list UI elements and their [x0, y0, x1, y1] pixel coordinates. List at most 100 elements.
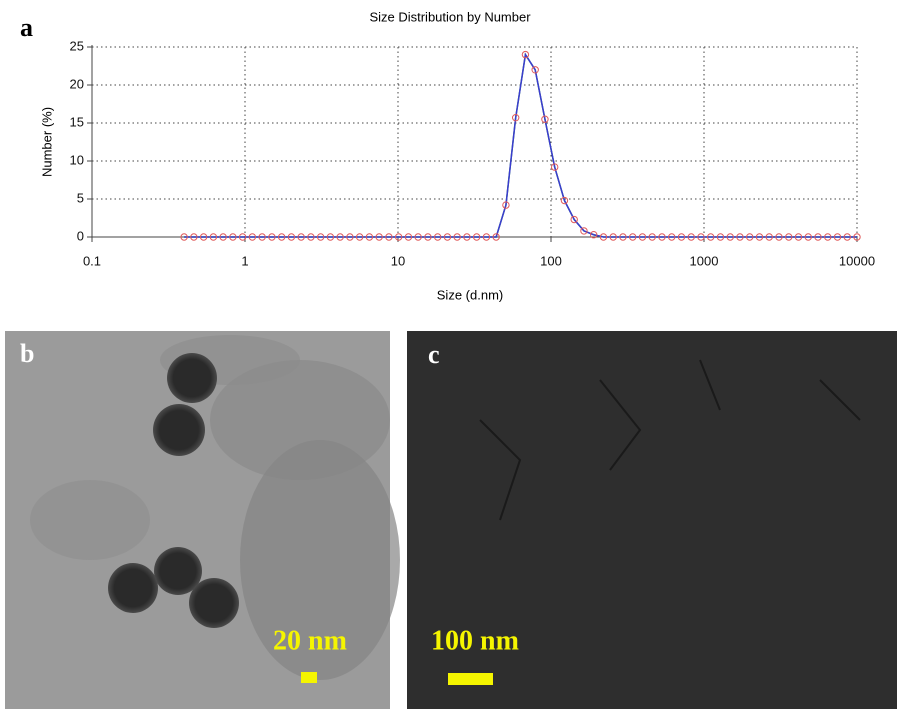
- data-point: [238, 233, 247, 241]
- data-point: [297, 233, 305, 241]
- data-point: [580, 227, 588, 235]
- chart-title: Size Distribution by Number: [369, 9, 531, 24]
- data-point: [550, 163, 559, 171]
- data-point: [511, 113, 520, 122]
- particle: [153, 404, 205, 456]
- data-point: [453, 233, 461, 241]
- data-point: [765, 233, 773, 241]
- data-point: [209, 233, 218, 241]
- particle: [167, 353, 217, 403]
- data-point: [804, 233, 812, 241]
- y-axis-label: Number (%): [39, 107, 54, 177]
- data-point: [180, 233, 188, 241]
- data-point: [199, 233, 208, 241]
- x-tick-label: 1000: [690, 253, 719, 268]
- data-point: [746, 233, 754, 241]
- data-point: [824, 233, 832, 241]
- x-tick-label: 100: [540, 253, 562, 268]
- data-point: [775, 233, 783, 241]
- panel-label: a: [20, 13, 33, 42]
- data-point: [502, 201, 510, 209]
- panel-b: b 20 nm: [5, 331, 400, 709]
- data-point: [492, 233, 500, 241]
- data-point: [190, 233, 198, 241]
- data-point: [443, 233, 452, 241]
- y-tick-label: 20: [70, 76, 84, 91]
- x-tick-label: 1: [241, 253, 248, 268]
- data-point: [248, 233, 257, 241]
- y-tick-label: 25: [70, 38, 84, 53]
- panel-c: c 100 nm: [407, 331, 897, 709]
- data-point: [794, 233, 803, 241]
- y-tick-label: 10: [70, 152, 84, 167]
- data-point: [833, 233, 842, 241]
- data-point: [365, 233, 374, 241]
- crack: [479, 359, 861, 521]
- scale-bar-label: 20 nm: [273, 625, 347, 656]
- data-point: [219, 233, 227, 241]
- data-point: [433, 233, 442, 241]
- data-point: [570, 215, 578, 224]
- panel-label: c: [428, 340, 440, 369]
- data-point: [716, 233, 725, 241]
- data-point: [677, 233, 686, 241]
- data-point: [424, 233, 432, 241]
- data-point: [755, 233, 764, 241]
- blob: [30, 480, 150, 560]
- particle: [154, 547, 202, 595]
- data-point: [268, 233, 276, 241]
- data-point: [346, 233, 354, 241]
- data-point: [629, 233, 637, 241]
- scale-bar-label: 100 nm: [431, 625, 519, 656]
- data-point: [287, 233, 296, 241]
- x-tick-label: 10000: [839, 253, 875, 268]
- data-point: [541, 115, 549, 123]
- data-point: [531, 66, 539, 74]
- data-point: [814, 233, 822, 241]
- data-point: [385, 233, 393, 241]
- series-line: [184, 52, 857, 238]
- particle: [108, 563, 158, 613]
- data-point: [463, 233, 471, 241]
- data-point: [258, 233, 266, 241]
- y-tick-label: 5: [77, 190, 84, 205]
- panel-a-bg: [0, 0, 901, 310]
- data-point: [843, 233, 851, 241]
- data-point: [307, 233, 315, 241]
- x-axis-label: Size (d.nm): [437, 287, 503, 302]
- y-tick-label: 0: [77, 228, 84, 243]
- particle: [189, 578, 239, 628]
- scale-bar: [448, 673, 493, 685]
- data-point: [648, 233, 656, 241]
- data-point: [785, 233, 793, 241]
- data-point: [589, 231, 598, 239]
- data-point: [375, 233, 383, 241]
- data-point: [726, 233, 734, 241]
- sem-image: [407, 331, 897, 709]
- scale-bar: [301, 672, 317, 683]
- data-point: [638, 233, 647, 241]
- data-point: [326, 233, 335, 241]
- data-point: [697, 233, 705, 241]
- plot: 0 5 10 15 20 25 0.1 1 10 100 1000 10000: [70, 38, 876, 268]
- data-point: [229, 233, 237, 241]
- data-point: [482, 233, 491, 241]
- data-point: [668, 233, 676, 241]
- data-point: [560, 196, 569, 205]
- data-point: [355, 233, 364, 241]
- data-point: [472, 233, 481, 241]
- blob: [240, 440, 400, 680]
- data-point: [277, 233, 286, 241]
- data-point: [687, 233, 695, 241]
- data-point: [336, 233, 344, 241]
- data-point: [736, 233, 744, 241]
- data-point: [706, 233, 715, 241]
- data-point: [609, 233, 617, 241]
- data-point: [599, 233, 608, 241]
- x-tick-label: 10: [391, 253, 405, 268]
- data-point: [316, 233, 325, 241]
- data-point: [853, 233, 861, 241]
- panel-label: b: [20, 339, 34, 368]
- data-point: [394, 233, 403, 241]
